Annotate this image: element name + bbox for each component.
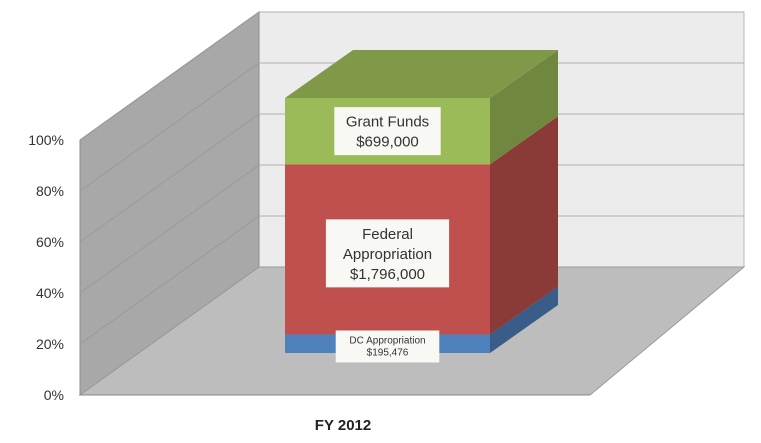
data-labels: DC Appropriation$195,476 Federal Appropria… (325, 107, 450, 363)
y-axis-ticks: 0% 20% 40% 60% 80% 100% (28, 132, 64, 403)
bar-segment-side (490, 50, 558, 165)
bar-stack (285, 50, 558, 353)
data-label-line: $1,796,000 (350, 266, 425, 283)
y-tick-label: 20% (36, 336, 64, 352)
x-category-label: FY 2012 (315, 417, 371, 434)
bar-segment-side (490, 116, 558, 335)
y-tick-label: 0% (44, 387, 64, 403)
data-label-line: DC Appropriation (349, 335, 425, 346)
gridline-side (79, 113, 260, 243)
data-label-line: $699,000 (356, 134, 419, 151)
data-label-line: $195,476 (367, 347, 409, 358)
gridline-side (79, 62, 260, 192)
gridline-side (79, 164, 260, 294)
y-tick-label: 60% (36, 234, 64, 250)
data-label-box (335, 330, 440, 363)
gridline-side (79, 11, 260, 141)
y-tick-label: 40% (36, 285, 64, 301)
y-tick-label: 100% (28, 132, 64, 148)
bar-segment-top (285, 50, 558, 98)
y-tick-label: 80% (36, 183, 64, 199)
data-label-box (325, 219, 450, 288)
data-label-line: Grant Funds (346, 114, 429, 131)
bar-segment-side (490, 286, 558, 353)
data-label-line: Appropriation (343, 246, 432, 263)
data-label-line: Federal (362, 226, 413, 243)
data-label-box (334, 107, 441, 156)
gridline-side (79, 215, 260, 345)
